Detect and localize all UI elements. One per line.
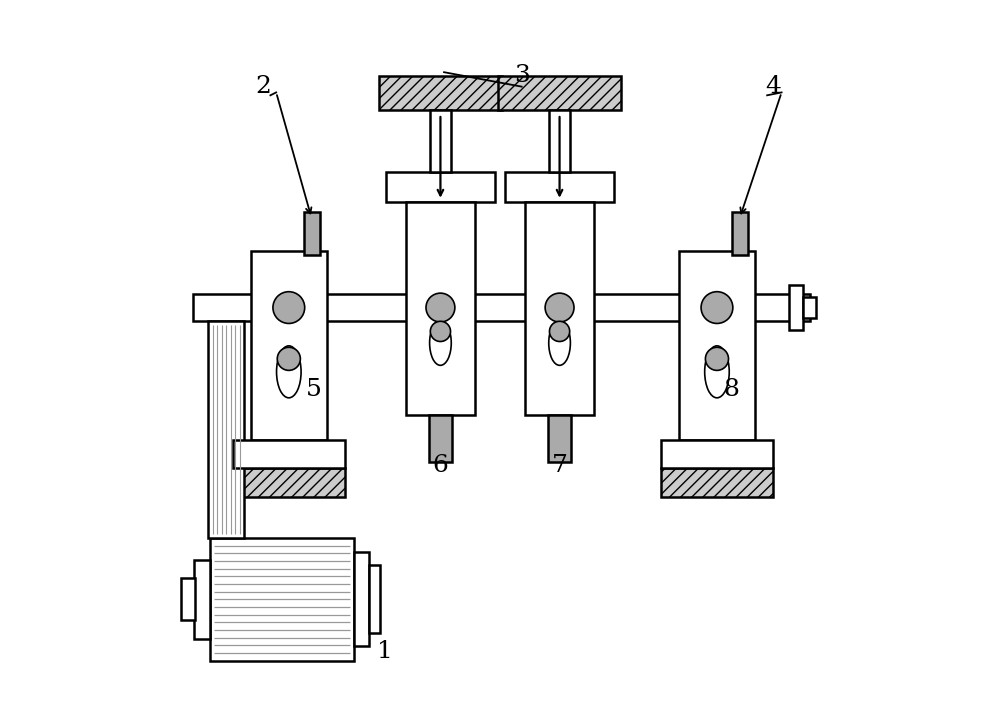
Bar	[251, 251, 327, 440]
Bar	[661, 440, 773, 468]
Bar	[304, 212, 320, 255]
Bar	[193, 294, 810, 321]
Ellipse shape	[277, 346, 301, 398]
Bar	[181, 578, 195, 620]
Circle shape	[277, 347, 300, 370]
Circle shape	[430, 321, 451, 342]
Bar	[505, 172, 614, 202]
Bar	[379, 76, 502, 110]
Text: 8: 8	[723, 378, 739, 401]
Bar	[210, 538, 354, 661]
Text: 2: 2	[255, 75, 271, 98]
Bar	[679, 251, 755, 440]
Circle shape	[549, 321, 570, 342]
Ellipse shape	[549, 321, 570, 365]
Bar	[369, 565, 380, 633]
Text: 6: 6	[433, 454, 449, 477]
Bar	[233, 468, 345, 497]
Circle shape	[273, 292, 305, 323]
Text: 7: 7	[552, 454, 568, 477]
Bar	[549, 110, 570, 172]
Circle shape	[701, 292, 733, 323]
Bar	[208, 321, 244, 538]
Text: 3: 3	[514, 64, 530, 87]
Bar	[430, 110, 451, 172]
Bar	[354, 552, 369, 646]
Bar	[525, 202, 594, 415]
Bar	[803, 297, 816, 318]
Ellipse shape	[705, 346, 729, 398]
Circle shape	[705, 347, 729, 370]
Bar	[789, 285, 803, 330]
Bar	[661, 468, 773, 497]
Bar	[732, 212, 748, 255]
Circle shape	[426, 293, 455, 322]
Text: 5: 5	[306, 378, 322, 401]
Text: 1: 1	[377, 640, 392, 663]
Text: 4: 4	[765, 75, 781, 98]
Bar	[406, 202, 475, 415]
Bar	[194, 560, 210, 638]
Ellipse shape	[430, 321, 451, 365]
Bar	[498, 76, 621, 110]
Bar	[386, 172, 495, 202]
Bar	[429, 415, 452, 462]
Bar	[548, 415, 571, 462]
Bar	[233, 440, 345, 468]
Circle shape	[545, 293, 574, 322]
